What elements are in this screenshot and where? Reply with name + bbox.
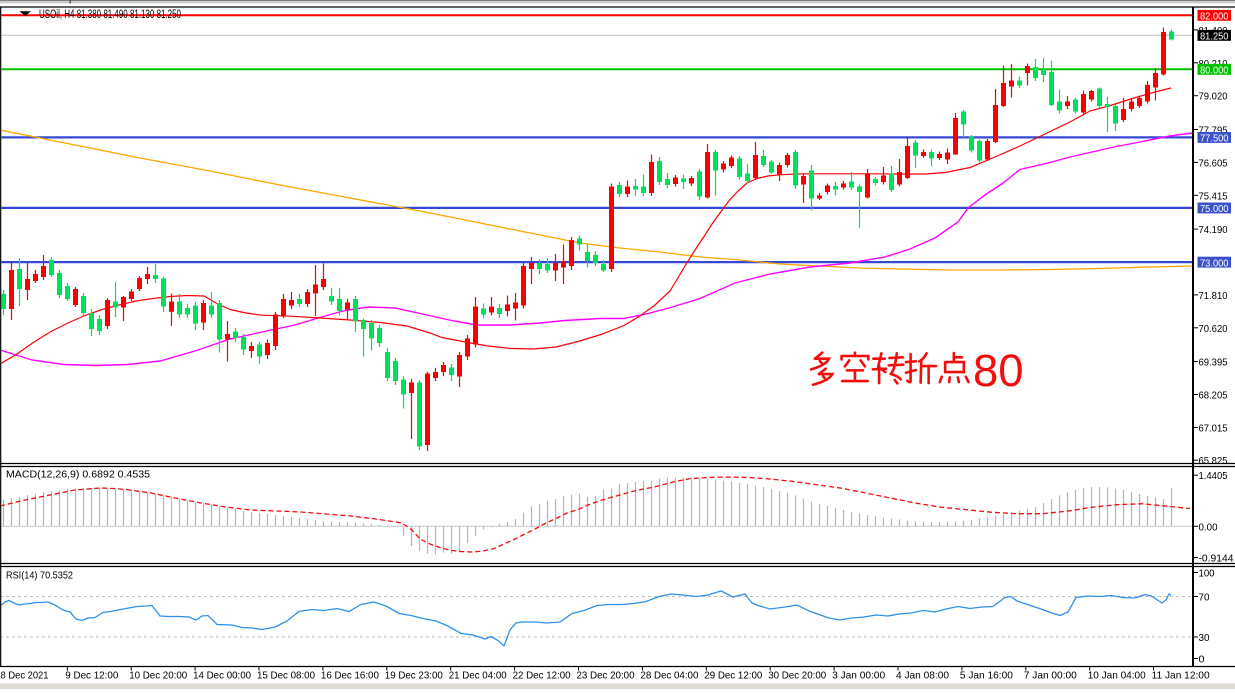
svg-text:80: 80 <box>973 345 1024 396</box>
svg-text:74.190: 74.190 <box>1199 224 1228 236</box>
svg-text:0: 0 <box>1199 654 1205 666</box>
svg-text:30 Dec 20:00: 30 Dec 20:00 <box>768 671 826 682</box>
svg-text:73.000: 73.000 <box>1200 257 1229 269</box>
svg-text:81.250: 81.250 <box>1200 31 1229 43</box>
svg-text:19 Dec 23:00: 19 Dec 23:00 <box>385 671 443 682</box>
svg-text:4 Jan 08:00: 4 Jan 08:00 <box>896 671 949 682</box>
svg-text:0.00: 0.00 <box>1199 521 1218 533</box>
svg-text:14 Dec 00:00: 14 Dec 00:00 <box>193 671 251 682</box>
svg-text:-0.9144: -0.9144 <box>1199 553 1234 565</box>
svg-text:82.000: 82.000 <box>1200 11 1229 23</box>
svg-text:100: 100 <box>1199 568 1215 580</box>
svg-text:70: 70 <box>1199 592 1210 604</box>
svg-text:71.810: 71.810 <box>1199 290 1228 302</box>
svg-text:8 Dec 2021: 8 Dec 2021 <box>1 671 49 682</box>
svg-text:28 Dec 04:00: 28 Dec 04:00 <box>640 671 698 682</box>
svg-text:70.620: 70.620 <box>1199 323 1228 335</box>
svg-text:9 Dec 12:00: 9 Dec 12:00 <box>65 671 118 682</box>
svg-text:75.415: 75.415 <box>1199 190 1228 202</box>
svg-text:69.395: 69.395 <box>1199 357 1228 369</box>
svg-text:USOil, H4 81.380 81.490 81.13: USOil, H4 81.380 81.490 81.130 81.250 <box>39 9 181 21</box>
svg-text:3 Jan 00:00: 3 Jan 00:00 <box>832 671 885 682</box>
svg-text:10 Dec 20:00: 10 Dec 20:00 <box>129 671 187 682</box>
svg-text:30: 30 <box>1199 632 1210 644</box>
svg-text:76.605: 76.605 <box>1199 157 1228 169</box>
svg-text:68.205: 68.205 <box>1199 390 1228 402</box>
svg-text:67.015: 67.015 <box>1199 422 1228 434</box>
svg-text:1.4405: 1.4405 <box>1199 470 1228 482</box>
svg-text:7 Jan 00:00: 7 Jan 00:00 <box>1024 671 1077 682</box>
svg-text:5 Jan 16:00: 5 Jan 16:00 <box>960 671 1013 682</box>
svg-text:16 Dec 16:00: 16 Dec 16:00 <box>321 671 379 682</box>
svg-text:77.500: 77.500 <box>1200 133 1229 145</box>
svg-text:22 Dec 12:00: 22 Dec 12:00 <box>513 671 571 682</box>
svg-text:MACD(12,26,9) 0.6892 0.4535: MACD(12,26,9) 0.6892 0.4535 <box>6 469 150 481</box>
svg-text:79.020: 79.020 <box>1199 91 1228 103</box>
svg-text:75.000: 75.000 <box>1200 203 1229 215</box>
svg-text:21 Dec 04:00: 21 Dec 04:00 <box>449 671 507 682</box>
svg-text:11 Jan 12:00: 11 Jan 12:00 <box>1152 671 1210 682</box>
svg-text:RSI(14) 70.5352: RSI(14) 70.5352 <box>6 570 73 582</box>
svg-text:23 Dec 20:00: 23 Dec 20:00 <box>577 671 635 682</box>
svg-text:65.825: 65.825 <box>1199 455 1228 467</box>
svg-text:10 Jan 04:00: 10 Jan 04:00 <box>1088 671 1146 682</box>
svg-text:29 Dec 12:00: 29 Dec 12:00 <box>704 671 762 682</box>
svg-text:80.000: 80.000 <box>1200 65 1229 77</box>
svg-text:15 Dec 08:00: 15 Dec 08:00 <box>257 671 315 682</box>
